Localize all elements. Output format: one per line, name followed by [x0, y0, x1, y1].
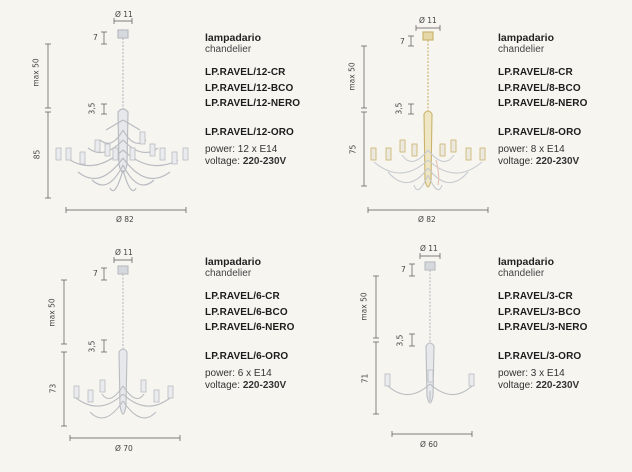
- label-en: chandelier: [205, 268, 252, 279]
- chandelier-illustration-8: Ø 11 7 max 50 3,5 75 Ø 82: [316, 0, 632, 236]
- label-en: chandelier: [498, 268, 545, 279]
- code-nero: LP.RAVEL/6-NERO: [205, 322, 295, 333]
- product-info-8: lampadario chandelier LP.RAVEL/8-CR LP.R…: [498, 32, 608, 168]
- dim-chain-top: 7: [93, 269, 98, 278]
- voltage-label: voltage:: [498, 380, 534, 391]
- chandelier-illustration-12: Ø 11 7 max 50 3,5 85 Ø 82: [0, 0, 316, 236]
- voltage-value: 220-230V: [535, 156, 580, 167]
- dim-chain-length: max 50: [359, 292, 369, 321]
- code-oro: LP.RAVEL/12-ORO: [205, 126, 294, 138]
- chandelier-drawing-6: [61, 257, 181, 441]
- label-it: lampadario: [205, 32, 262, 44]
- voltage-value: 220-230V: [242, 156, 287, 167]
- voltage-spec: voltage: 220-230V: [205, 156, 315, 168]
- code-cr: LP.RAVEL/3-CR: [498, 291, 573, 302]
- voltage-spec: voltage: 220-230V: [498, 156, 608, 168]
- dim-width: Ø 70: [115, 444, 133, 453]
- code-oro: LP.RAVEL/6-ORO: [205, 350, 289, 362]
- dim-chain-length: max 50: [347, 62, 357, 91]
- dim-width: Ø 82: [418, 215, 436, 224]
- dim-canopy-diameter: Ø 11: [420, 244, 438, 253]
- chandelier-drawing-8: [361, 25, 489, 213]
- product-info-3: lampadario chandelier LP.RAVEL/3-CR LP.R…: [498, 256, 608, 392]
- power-spec: power: 3 x E14: [498, 368, 565, 379]
- dim-chain-top: 7: [400, 37, 405, 46]
- code-bco: LP.RAVEL/3-BCO: [498, 306, 581, 318]
- dim-canopy-diameter: Ø 11: [115, 248, 133, 257]
- voltage-label: voltage:: [205, 156, 241, 167]
- code-oro: LP.RAVEL/3-ORO: [498, 350, 582, 362]
- product-info-6: lampadario chandelier LP.RAVEL/6-CR LP.R…: [205, 256, 315, 392]
- dim-height: 75: [348, 144, 358, 155]
- dim-canopy-diameter: Ø 11: [419, 16, 437, 25]
- voltage-spec: voltage: 220-230V: [498, 380, 608, 392]
- dim-gap: 3,5: [87, 102, 97, 115]
- voltage-spec: voltage: 220-230V: [205, 380, 315, 392]
- code-bco: LP.RAVEL/8-BCO: [498, 82, 581, 94]
- label-it: lampadario: [205, 256, 262, 268]
- dim-gap: 3,5: [395, 334, 405, 347]
- code-nero: LP.RAVEL/12-NERO: [205, 98, 301, 109]
- code-bco: LP.RAVEL/12-BCO: [205, 82, 294, 94]
- dim-canopy-diameter: Ø 11: [115, 10, 133, 19]
- dim-height: 71: [360, 373, 370, 384]
- product-info-12: lampadario chandelier LP.RAVEL/12-CR LP.…: [205, 32, 315, 168]
- product-panel-6: Ø 11 7 max 50 3,5 73 Ø 70 lampadario cha…: [0, 236, 316, 472]
- chandelier-illustration-6: Ø 11 7 max 50 3,5 73 Ø 70: [0, 236, 316, 472]
- dim-chain-top: 7: [93, 33, 98, 42]
- voltage-value: 220-230V: [242, 380, 287, 391]
- dim-gap: 3,5: [394, 102, 404, 115]
- label-en: chandelier: [498, 44, 545, 55]
- dim-height: 85: [32, 149, 42, 160]
- product-panel-12: Ø 11 7 max 50 3,5 85 Ø 82 lampadario cha…: [0, 0, 316, 236]
- chandelier-drawing-12: [45, 18, 189, 213]
- code-bco: LP.RAVEL/6-BCO: [205, 306, 288, 318]
- label-it: lampadario: [498, 256, 555, 268]
- dim-chain-length: max 50: [31, 58, 41, 87]
- dim-chain-length: max 50: [47, 298, 57, 327]
- label-it: lampadario: [498, 32, 555, 44]
- voltage-value: 220-230V: [535, 380, 580, 391]
- voltage-label: voltage:: [498, 156, 534, 167]
- voltage-label: voltage:: [205, 380, 241, 391]
- code-nero: LP.RAVEL/3-NERO: [498, 322, 588, 333]
- code-nero: LP.RAVEL/8-NERO: [498, 98, 588, 109]
- dim-width: Ø 82: [116, 215, 134, 224]
- code-cr: LP.RAVEL/6-CR: [205, 291, 280, 302]
- power-spec: power: 6 x E14: [205, 368, 272, 379]
- power-spec: power: 8 x E14: [498, 144, 565, 155]
- dim-gap: 3,5: [87, 340, 97, 353]
- dim-width: Ø 60: [420, 440, 438, 449]
- dim-height: 73: [48, 383, 58, 394]
- product-panel-3: Ø 11 7 max 50 3,5 71 Ø 60 lampadario cha…: [316, 236, 632, 472]
- power-spec: power: 12 x E14: [205, 144, 278, 155]
- code-cr: LP.RAVEL/8-CR: [498, 67, 573, 78]
- dim-chain-top: 7: [401, 265, 406, 274]
- product-panel-8: Ø 11 7 max 50 3,5 75 Ø 82 lampadario cha…: [316, 0, 632, 236]
- chandelier-illustration-3: Ø 11 7 max 50 3,5 71 Ø 60: [316, 236, 632, 472]
- chandelier-drawing-3: [373, 253, 475, 437]
- code-oro: LP.RAVEL/8-ORO: [498, 126, 582, 138]
- code-cr: LP.RAVEL/12-CR: [205, 67, 286, 78]
- label-en: chandelier: [205, 44, 252, 55]
